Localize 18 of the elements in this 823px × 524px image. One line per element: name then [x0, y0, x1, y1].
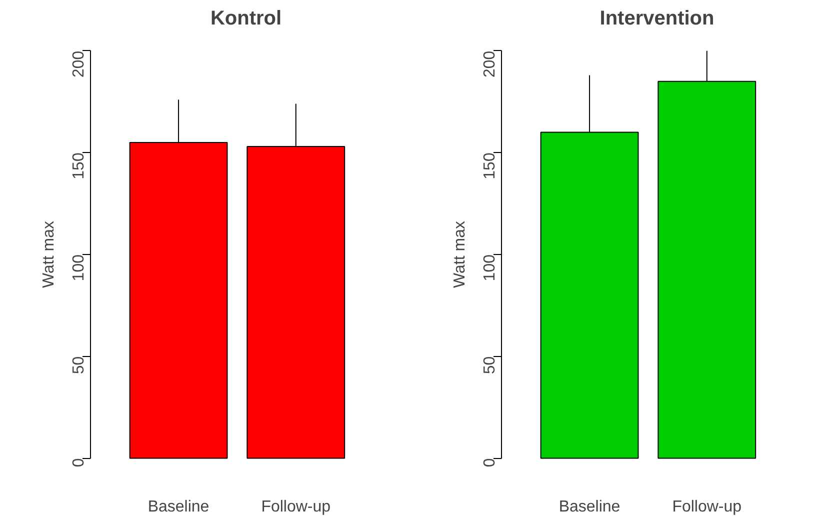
chart-title: Intervention: [600, 8, 714, 30]
x-tick-label: Baseline: [148, 498, 210, 516]
y-tick-label: 150: [70, 152, 88, 180]
x-tick-label: Baseline: [558, 498, 620, 516]
y-tick-label: 0: [482, 458, 498, 468]
y-tick-label: 200: [482, 50, 498, 78]
y-tick-label: 150: [482, 152, 498, 180]
y-tick-label: 200: [70, 50, 88, 78]
y-tick-label: 50: [482, 356, 498, 374]
x-tick-label: Follow-up: [672, 498, 742, 516]
y-tick-label: 0: [70, 458, 88, 468]
y-tick-label: 50: [70, 356, 88, 374]
y-tick-label: 100: [482, 254, 498, 282]
y-axis-title: Watt max: [452, 221, 468, 288]
y-tick-label: 100: [70, 254, 88, 282]
y-axis-title: Watt max: [40, 221, 58, 288]
chart-title: Kontrol: [210, 8, 282, 30]
x-tick-label: Follow-up: [261, 498, 331, 516]
